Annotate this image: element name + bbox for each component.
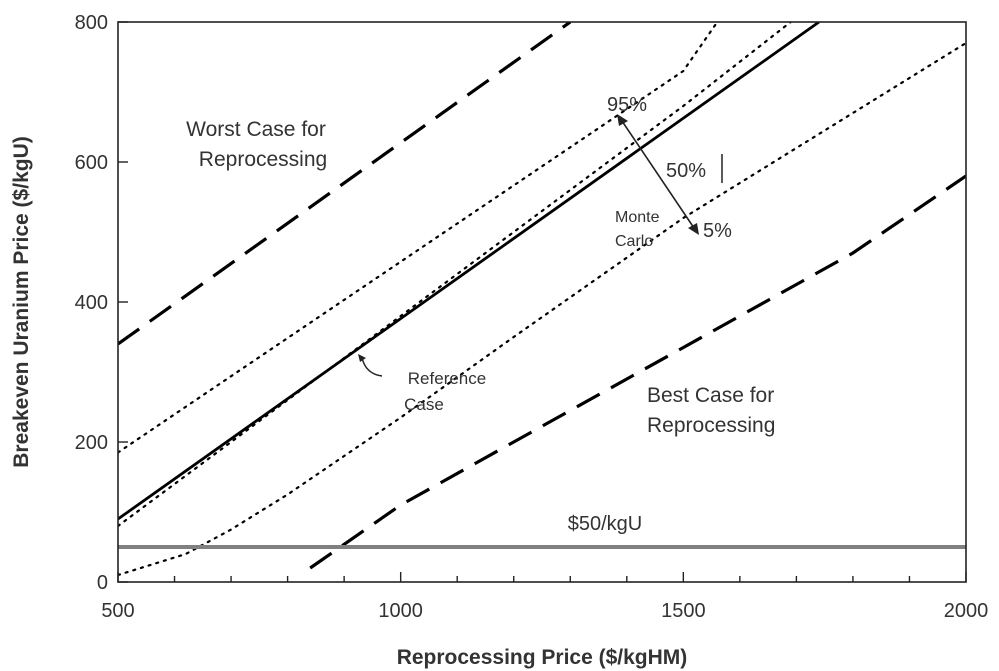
- x-axis-title: Reprocessing Price ($/kgHM): [397, 646, 688, 669]
- y-tick-label-200: 200: [75, 432, 108, 454]
- reference-case-arrowhead: [358, 354, 366, 362]
- reference-case-label-2: Case: [404, 395, 444, 414]
- monte-carlo-label-2: Carlo: [615, 233, 653, 250]
- y-tick-label-400: 400: [75, 292, 108, 314]
- pct-95-label: 95%: [607, 94, 647, 116]
- worst-case-label-1: Worst Case for: [186, 118, 326, 141]
- pct-5-label: 5%: [703, 220, 732, 242]
- best-case-label-1: Best Case for: [647, 384, 774, 407]
- y-tick-label-0: 0: [97, 572, 108, 594]
- pct-50-label: 50%: [666, 160, 706, 182]
- reference-case-label-1: Reference: [408, 369, 486, 388]
- series-worst-line: [118, 22, 572, 346]
- monte-carlo-label-1: Monte: [615, 209, 660, 226]
- monte-carlo-arrowhead-down: [688, 223, 699, 235]
- series-reference-line: [118, 22, 820, 521]
- monte-carlo-arrowhead-up: [617, 114, 628, 126]
- plot-frame: [117, 21, 967, 583]
- best-case-label-2: Reprocessing: [647, 414, 775, 437]
- y-tick-label-600: 600: [75, 152, 108, 174]
- x-tick-label-1000: 1000: [378, 600, 423, 622]
- x-tick-label-2000: 2000: [944, 600, 989, 622]
- y-tick-label-800: 800: [75, 12, 108, 34]
- worst-case-label-2: Reprocessing: [199, 148, 327, 171]
- threshold-label: $50/kgU: [568, 513, 643, 535]
- reference-case-pointer: [361, 357, 383, 377]
- x-tick-label-500: 500: [101, 600, 134, 622]
- series-layer: [118, 22, 966, 577]
- series-p50-line: [118, 22, 792, 528]
- y-axis-title: Breakeven Uranium Price ($/kgU): [10, 136, 33, 467]
- monte-carlo-arrow: [621, 120, 695, 229]
- series-best-line: [309, 174, 966, 570]
- series-p95-line: [118, 22, 719, 454]
- ticks-layer: 500 1000 1500 2000 0 200 400 600 800: [75, 12, 989, 622]
- x-tick-label-1500: 1500: [661, 600, 706, 622]
